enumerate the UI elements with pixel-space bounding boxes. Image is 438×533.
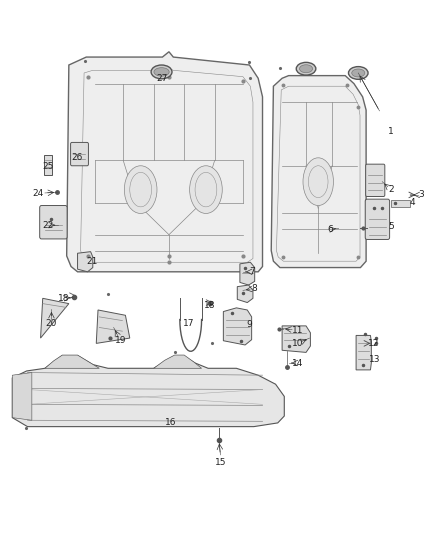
Text: 2: 2 bbox=[388, 185, 394, 194]
Polygon shape bbox=[237, 285, 253, 303]
Text: 16: 16 bbox=[166, 418, 177, 427]
Polygon shape bbox=[356, 335, 371, 370]
Polygon shape bbox=[154, 355, 201, 368]
Ellipse shape bbox=[352, 69, 365, 77]
Ellipse shape bbox=[190, 166, 222, 214]
Polygon shape bbox=[45, 355, 99, 368]
Text: 6: 6 bbox=[327, 225, 333, 234]
Polygon shape bbox=[391, 200, 410, 207]
Text: 17: 17 bbox=[183, 319, 194, 328]
Ellipse shape bbox=[124, 166, 157, 214]
Ellipse shape bbox=[349, 67, 368, 79]
FancyBboxPatch shape bbox=[365, 199, 390, 239]
Ellipse shape bbox=[300, 64, 313, 72]
Polygon shape bbox=[282, 326, 311, 352]
Polygon shape bbox=[12, 356, 284, 426]
Text: 14: 14 bbox=[292, 359, 303, 367]
Polygon shape bbox=[78, 252, 93, 272]
Text: 1: 1 bbox=[388, 127, 394, 136]
Text: 18: 18 bbox=[58, 294, 69, 303]
FancyBboxPatch shape bbox=[71, 142, 88, 166]
Text: 19: 19 bbox=[114, 336, 126, 345]
Polygon shape bbox=[44, 155, 52, 175]
Ellipse shape bbox=[154, 68, 169, 76]
Polygon shape bbox=[67, 52, 262, 272]
Text: 15: 15 bbox=[215, 458, 227, 467]
Ellipse shape bbox=[303, 158, 333, 206]
Text: 10: 10 bbox=[292, 339, 303, 348]
Text: 9: 9 bbox=[247, 320, 252, 329]
Text: 7: 7 bbox=[249, 268, 254, 276]
Text: 8: 8 bbox=[251, 284, 257, 293]
Polygon shape bbox=[12, 373, 32, 420]
Text: 4: 4 bbox=[410, 198, 416, 207]
Text: 22: 22 bbox=[43, 221, 54, 230]
Text: 13: 13 bbox=[369, 355, 381, 364]
Polygon shape bbox=[271, 76, 366, 268]
Polygon shape bbox=[223, 308, 252, 345]
Text: 25: 25 bbox=[43, 163, 54, 171]
Text: 24: 24 bbox=[33, 189, 44, 198]
Text: 20: 20 bbox=[46, 319, 57, 328]
Text: 12: 12 bbox=[368, 339, 379, 348]
Text: 5: 5 bbox=[388, 222, 394, 231]
Polygon shape bbox=[240, 262, 254, 285]
FancyBboxPatch shape bbox=[366, 164, 385, 197]
Text: 18: 18 bbox=[204, 301, 215, 310]
Text: 21: 21 bbox=[86, 257, 98, 265]
Text: 26: 26 bbox=[71, 154, 82, 163]
Ellipse shape bbox=[151, 65, 172, 79]
Polygon shape bbox=[96, 310, 130, 343]
Text: 27: 27 bbox=[157, 74, 168, 83]
Ellipse shape bbox=[296, 62, 316, 75]
Text: 3: 3 bbox=[418, 190, 424, 199]
FancyBboxPatch shape bbox=[40, 206, 67, 239]
Text: 11: 11 bbox=[292, 326, 303, 335]
Polygon shape bbox=[41, 298, 69, 338]
